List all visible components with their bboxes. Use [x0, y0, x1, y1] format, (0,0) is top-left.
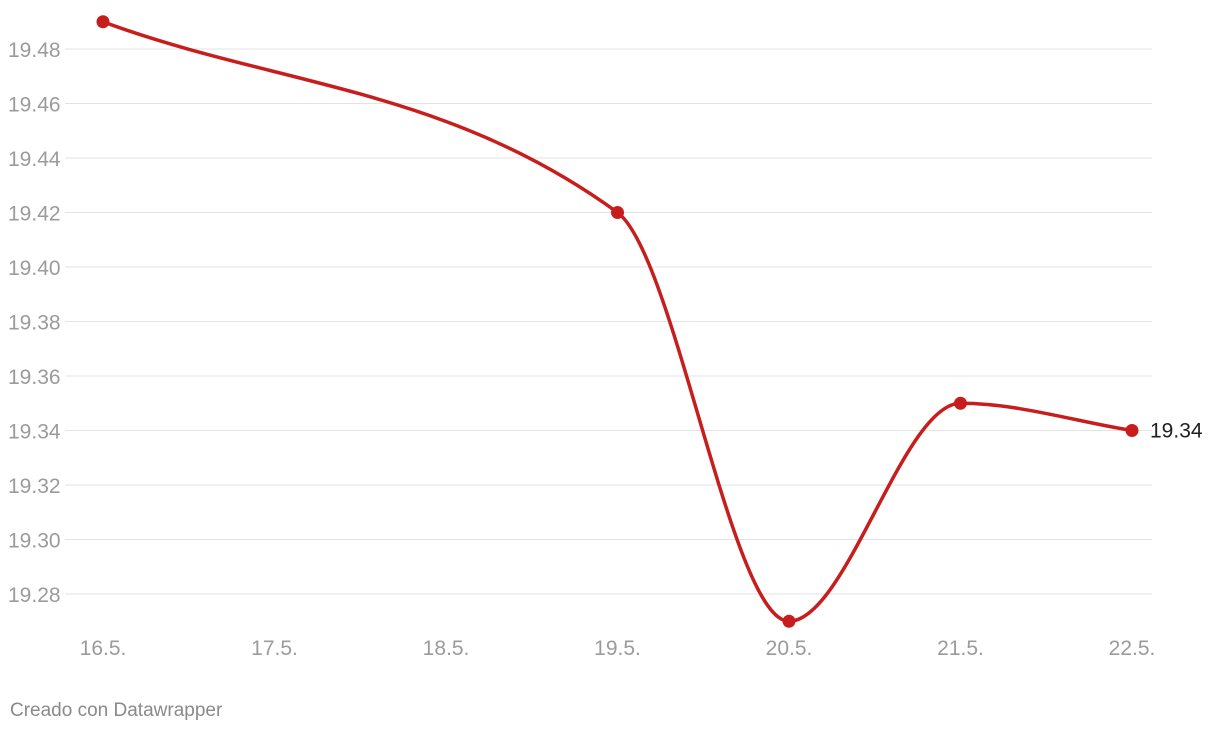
x-tick-label: 18.5. [423, 637, 470, 660]
y-tick-label: 19.28 [8, 584, 61, 607]
x-tick-label: 22.5. [1109, 637, 1156, 660]
x-tick-label: 20.5. [766, 637, 813, 660]
x-tick-label: 17.5. [251, 637, 298, 660]
footer-credit: Creado con Datawrapper [10, 700, 223, 721]
label-layer: 19.34 [1150, 420, 1203, 443]
x-axis-ticks: 16.5. 17.5. 18.5. 19.5. 20.5. 21.5. 22.5. [80, 637, 1156, 660]
data-point[interactable] [782, 614, 796, 628]
data-point[interactable] [611, 206, 624, 219]
data-point[interactable] [96, 15, 110, 29]
grid-layer [65, 48, 1152, 595]
y-tick-label: 19.42 [8, 203, 61, 226]
y-tick-label: 19.46 [8, 94, 61, 117]
y-axis-ticks: 19.48 19.46 19.44 19.42 19.40 19.38 19.36 19.34… [8, 39, 61, 607]
y-tick-label: 19.38 [8, 312, 61, 335]
data-point[interactable] [1125, 424, 1139, 437]
y-tick-label: 19.44 [8, 148, 61, 171]
x-tick-label: 21.5. [937, 637, 984, 660]
y-tick-label: 19.36 [8, 366, 61, 389]
y-tick-label: 19.34 [8, 421, 61, 444]
y-tick-label: 19.48 [8, 39, 61, 62]
series-layer [96, 15, 1139, 628]
y-tick-label: 19.30 [8, 530, 61, 553]
y-tick-label: 19.40 [8, 257, 61, 280]
data-point[interactable] [954, 396, 967, 410]
end-value-label: 19.34 [1150, 420, 1203, 443]
y-tick-label: 19.32 [8, 475, 61, 498]
x-tick-label: 16.5. [80, 637, 127, 660]
x-tick-label: 19.5. [594, 637, 641, 660]
